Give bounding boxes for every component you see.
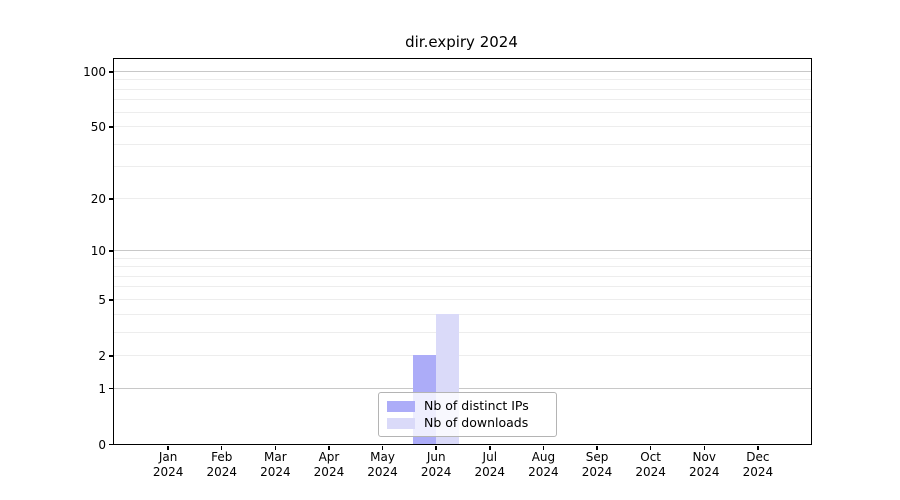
gridline-minor: [114, 166, 811, 168]
y-tick-label: 10: [90, 243, 106, 258]
gridline-major: [114, 71, 811, 73]
x-tick-label: Nov 2024: [688, 450, 720, 479]
y-tick-mark: [109, 126, 113, 128]
x-tick-label: Apr 2024: [313, 450, 345, 479]
x-tick-label: Jul 2024: [474, 450, 506, 479]
gridline-minor: [114, 79, 811, 81]
gridline-minor: [114, 197, 811, 199]
x-tick-label: Mar 2024: [260, 450, 291, 479]
plot-area: [113, 58, 812, 445]
x-tick-label: Dec 2024: [742, 450, 774, 479]
y-tick-mark: [109, 443, 113, 446]
x-tick-label: Jan 2024: [152, 450, 184, 479]
gridline-major: [114, 387, 811, 389]
y-tick-mark: [109, 71, 113, 73]
gridline-minor: [114, 126, 811, 128]
x-tick-mark: [435, 446, 437, 450]
gridline-minor: [114, 99, 811, 101]
x-tick-mark: [167, 446, 169, 450]
x-tick-label: Aug 2024: [528, 450, 559, 479]
y-tick-mark: [109, 198, 113, 200]
gridline-minor: [114, 143, 811, 145]
x-tick-mark: [757, 446, 759, 450]
x-tick-label: Jun 2024: [420, 450, 452, 479]
x-tick-mark: [328, 446, 330, 450]
y-tick-label: 50: [90, 120, 106, 135]
y-tick-label: 2: [98, 348, 106, 363]
x-tick-label: May 2024: [367, 450, 398, 479]
gridline-minor: [114, 88, 811, 90]
y-tick-label: 1: [98, 381, 106, 396]
y-tick-label: 100: [83, 65, 106, 80]
x-tick-mark: [649, 446, 652, 450]
legend-label-distinct-ips: Nb of distinct IPs: [424, 398, 529, 413]
gridline-minor: [114, 286, 811, 288]
gridline-minor: [114, 257, 811, 259]
gridline-major: [114, 249, 811, 251]
gridline-minor: [114, 111, 811, 113]
y-tick-label: 5: [98, 292, 106, 307]
legend-item-distinct-ips: Nb of distinct IPs: [387, 399, 548, 413]
x-tick-mark: [489, 446, 491, 450]
x-tick-mark: [220, 446, 223, 450]
legend: Nb of distinct IPs Nb of downloads: [378, 392, 557, 437]
gridline-minor: [114, 354, 811, 356]
x-tick-label: Sep 2024: [581, 450, 613, 479]
gridline-minor: [114, 298, 811, 300]
x-tick-mark: [596, 446, 598, 450]
y-tick-mark: [109, 355, 113, 357]
legend-label-downloads: Nb of downloads: [424, 415, 529, 430]
gridline-minor: [114, 331, 811, 333]
x-tick-mark: [542, 446, 545, 450]
y-tick-label: 20: [90, 191, 106, 206]
x-tick-mark: [703, 446, 706, 450]
legend-swatch-downloads: [387, 417, 415, 429]
x-tick-label: Oct 2024: [635, 450, 666, 479]
gridline-minor: [114, 266, 811, 268]
chart-title: dir.expiry 2024: [405, 33, 518, 51]
y-tick-mark: [109, 299, 113, 301]
legend-swatch-distinct-ips: [387, 400, 415, 412]
legend-item-downloads: Nb of downloads: [387, 416, 548, 430]
x-tick-mark: [381, 446, 384, 450]
gridline-minor: [114, 275, 811, 277]
gridline-minor: [114, 313, 811, 315]
y-tick-mark: [109, 387, 113, 390]
y-tick-label: 0: [98, 437, 106, 452]
y-tick-mark: [109, 250, 113, 252]
x-tick-label: Feb 2024: [206, 450, 237, 479]
x-tick-mark: [274, 446, 277, 450]
